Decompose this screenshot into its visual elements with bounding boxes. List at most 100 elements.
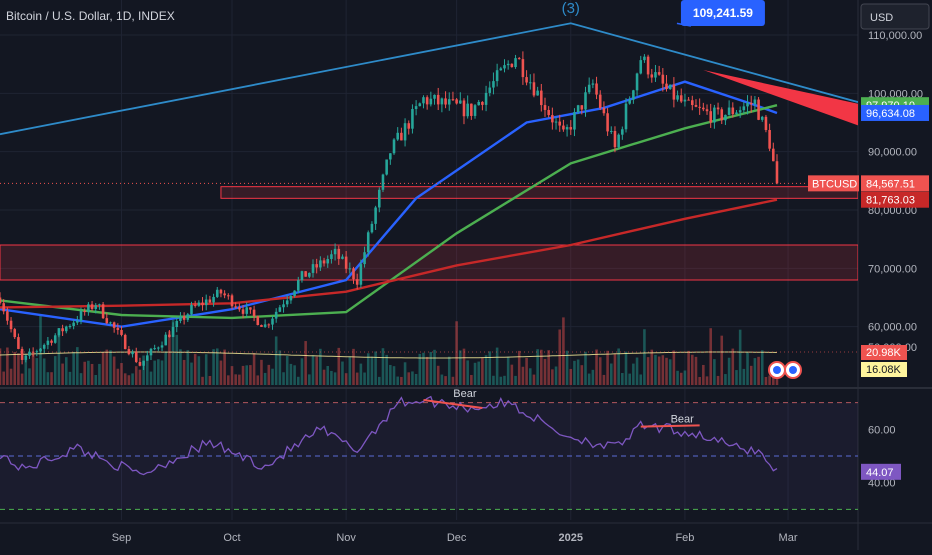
volume-bar (573, 360, 576, 385)
candle-body (753, 99, 757, 105)
price-badge (861, 175, 929, 192)
candle-body (64, 326, 68, 332)
volume-bar (374, 351, 377, 385)
volume-bar (705, 376, 709, 385)
candle-body (348, 268, 352, 270)
candle-body (42, 344, 46, 349)
volume-bar (672, 350, 676, 385)
candle-body (731, 107, 735, 115)
volume-bar (584, 351, 587, 385)
volume-bar (470, 374, 473, 385)
volume-bar (400, 376, 403, 385)
candle-body (764, 116, 768, 130)
candle-body (665, 83, 668, 90)
volume-bar (462, 348, 466, 385)
candle-body (672, 84, 676, 100)
volume-bar (411, 371, 414, 385)
candle-body (598, 94, 602, 108)
candle-body (90, 304, 94, 310)
volume-bar (120, 363, 123, 385)
candle-body (212, 296, 215, 303)
candle-body (709, 111, 712, 123)
volume-bar (50, 372, 53, 385)
candle-body (650, 74, 654, 78)
volume-bar (385, 354, 388, 385)
candle-body (466, 103, 469, 117)
volume-bar (521, 366, 525, 385)
time-tick-label: Sep (112, 532, 132, 544)
price-badge-label: 96,634.08 (866, 108, 915, 120)
candle-body (252, 309, 256, 317)
candle-body (517, 58, 521, 60)
candle-body (219, 289, 223, 294)
currency-selector[interactable] (860, 3, 930, 30)
time-tick-label: Mar (779, 532, 798, 544)
volume-bar (300, 358, 304, 385)
candle-body (720, 109, 724, 121)
volume-bar (46, 372, 50, 385)
volume-bar (679, 372, 683, 385)
volume-bar (0, 348, 2, 385)
candle-body (190, 304, 193, 315)
support-zones (0, 186, 858, 281)
volume-bar (245, 365, 249, 385)
candle-body (39, 348, 42, 352)
volume-bar (35, 358, 39, 385)
volume-badge-label: 20.98K (866, 347, 902, 359)
volume-bar (392, 366, 396, 385)
volume-bar (540, 349, 543, 385)
candle-body (123, 334, 127, 350)
candle-body (179, 316, 182, 321)
volume-bar (17, 353, 20, 385)
candle-body (676, 95, 679, 100)
rsi-badge (861, 463, 901, 480)
price-badge-label: 81,763.03 (866, 195, 915, 207)
candle-body (146, 355, 149, 361)
volume-bar (576, 359, 580, 385)
volume-bar (20, 373, 24, 385)
volume-bar (149, 371, 153, 385)
volume-bar (694, 356, 698, 385)
candle-body (668, 84, 672, 90)
symbol-badge-label: BTCUSD (812, 178, 857, 190)
volume-bar (639, 374, 643, 385)
candle-body (775, 161, 779, 184)
candle-body (536, 90, 539, 96)
candle-body (477, 101, 481, 106)
volume-bar (525, 357, 528, 385)
candle-body (481, 101, 484, 105)
volume-bar (53, 356, 57, 385)
volume-bar (598, 357, 602, 385)
moving-average-ma_mid (0, 104, 778, 320)
candle-body (168, 334, 171, 337)
volume-bar (252, 352, 256, 385)
volume-bar (116, 368, 120, 385)
volume-bar (764, 376, 768, 385)
event-flag-dot (772, 366, 781, 374)
volume-bar (709, 328, 712, 385)
volume-bar (562, 317, 565, 385)
candle-body (57, 328, 61, 336)
volume-bar (72, 351, 75, 385)
candle-body (377, 189, 381, 208)
candle-body (702, 107, 705, 110)
volume-bar (186, 350, 190, 385)
volume-bar (713, 359, 716, 385)
candle-body (503, 65, 506, 69)
candle-body (584, 92, 587, 110)
volume-bar (315, 356, 318, 385)
volume-bar (587, 373, 591, 385)
candle-body (687, 99, 690, 101)
currency-label[interactable]: USD (870, 12, 893, 24)
candle-body (484, 92, 488, 105)
candle-body (727, 107, 731, 115)
volume-bar (569, 368, 573, 385)
volume-bar (105, 349, 109, 385)
volume-bar (455, 321, 458, 385)
candle-body (193, 304, 197, 306)
candle-body (698, 106, 701, 108)
candle-body (540, 90, 543, 106)
candle-body (337, 248, 341, 259)
